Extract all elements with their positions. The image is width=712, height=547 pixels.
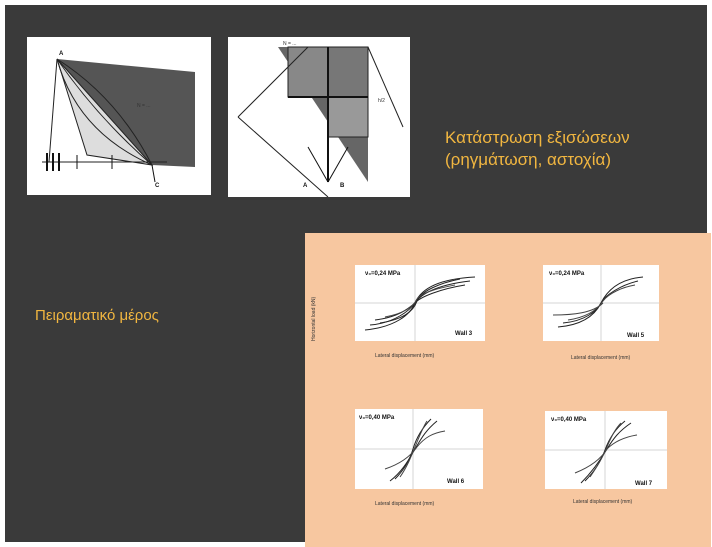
experimental-results-panel: Horizontal load (kN) Lateral displacemen…	[305, 233, 711, 547]
hysteresis-plot-wall5	[543, 265, 659, 341]
strut-diagram-right-figure: N = ... h/2 A B	[237, 41, 404, 198]
hysteresis-curve-wall6	[355, 409, 483, 489]
hysteresis-plot-wall6	[355, 409, 483, 489]
plot2-xlabel: Lateral displacement (mm)	[571, 355, 631, 361]
equations-caption: Κατάστρωση εξισώσεων (ρηγμάτωση, αστοχία…	[445, 127, 630, 171]
plot1-xlabel: Lateral displacement (mm)	[375, 353, 435, 359]
plot3-xlabel: Lateral displacement (mm)	[375, 501, 435, 507]
svg-text:C: C	[155, 183, 160, 189]
svg-text:A: A	[303, 183, 308, 189]
plot2-title: ν₀=0,24 MPa	[549, 271, 585, 277]
hysteresis-plot-wall7	[545, 411, 667, 489]
plot1-wall-label: Wall 3	[455, 331, 473, 337]
strut-diagram-right: N = ... h/2 A B	[228, 37, 410, 198]
strut-diagram-left-figure: A C N = ...	[42, 51, 195, 189]
plot1-ylabel: Horizontal load (kN)	[311, 296, 317, 341]
equations-caption-line1: Κατάστρωση εξισώσεων	[445, 128, 630, 147]
plot4-xlabel: Lateral displacement (mm)	[573, 499, 633, 505]
strut-diagram-left: A C N = ...	[27, 37, 211, 195]
hysteresis-curve-wall7	[545, 411, 667, 489]
equations-caption-line2: (ρηγμάτωση, αστοχία)	[445, 150, 612, 169]
hysteresis-curve-wall5	[543, 265, 659, 341]
svg-text:h/2: h/2	[378, 98, 385, 104]
plot2-wall-label: Wall 5	[627, 333, 645, 339]
svg-text:N = ...: N = ...	[137, 103, 150, 109]
plot3-wall-label: Wall 6	[447, 479, 465, 485]
plot4-wall-label: Wall 7	[635, 481, 653, 487]
plot4-title: ν₀=0,40 MPa	[551, 417, 587, 423]
svg-text:B: B	[340, 183, 345, 189]
plot3-title: ν₀=0,40 MPa	[359, 415, 395, 421]
plot1-title: ν₀=0,24 MPa	[365, 271, 401, 277]
hysteresis-plot-wall3	[355, 265, 485, 341]
svg-text:N = ...: N = ...	[283, 41, 296, 47]
slide: A C N = ... N = ... h/2 A B Κατάστρωση ε…	[5, 5, 711, 547]
svg-text:A: A	[59, 51, 64, 57]
experimental-caption: Πειραματικό μέρος	[35, 307, 159, 324]
plot1-yaxis: Horizontal load (kN)	[311, 261, 351, 351]
hysteresis-curve-wall3	[355, 265, 485, 341]
